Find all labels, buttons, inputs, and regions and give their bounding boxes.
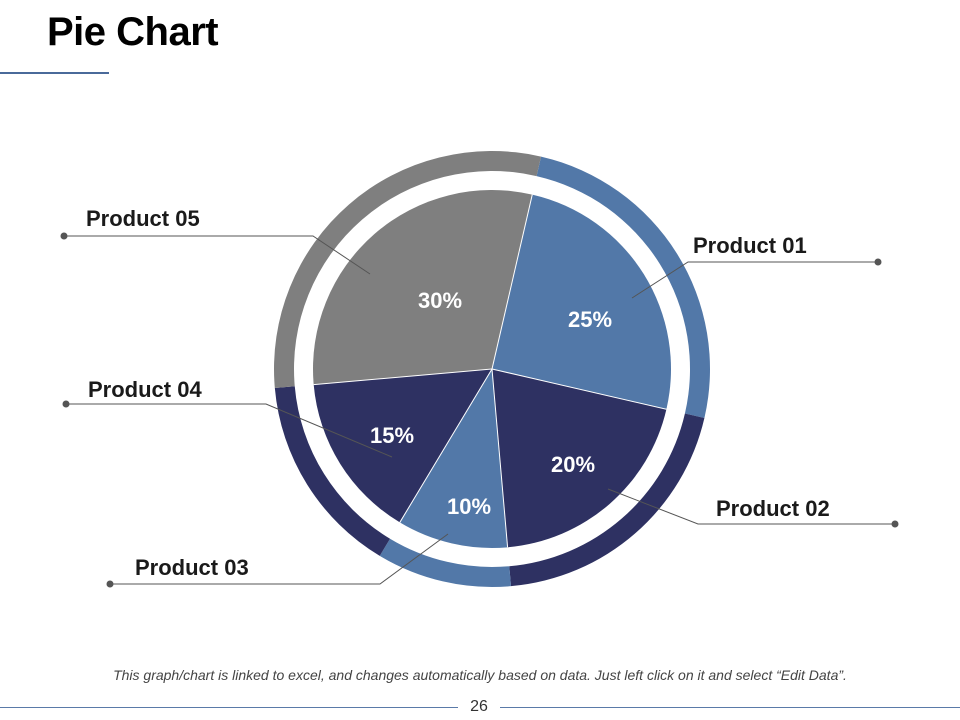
- leader-dot-product-04: [62, 400, 70, 408]
- leader-line-product-05: [64, 235, 371, 275]
- ring-segment-product-03: [379, 538, 511, 587]
- pie-slices: [313, 189, 671, 548]
- category-label-product-02: Product 02: [716, 496, 830, 521]
- pie-slice-product-02[interactable]: [492, 369, 667, 548]
- value-label-product-05: 30%: [418, 288, 462, 313]
- category-label-product-01: Product 01: [693, 233, 807, 258]
- percent-labels: 25% 20% 10% 15% 30%: [370, 288, 612, 519]
- title-underline: [0, 72, 109, 74]
- page-title: Pie Chart: [47, 10, 219, 54]
- value-label-product-02: 20%: [551, 452, 595, 477]
- leader-line-product-01: [631, 261, 878, 299]
- value-label-product-03: 10%: [447, 494, 491, 519]
- pie-slice-product-03[interactable]: [399, 369, 508, 548]
- ring-segment-product-04: [274, 386, 391, 556]
- leader-dot-product-03: [106, 580, 114, 588]
- slice-separator: [491, 368, 509, 548]
- callout-labels: Product 01 Product 02 Product 03 Product 04…: [86, 206, 830, 580]
- pie-slice-product-04[interactable]: [313, 369, 492, 523]
- page-number: 26: [470, 698, 488, 715]
- chart-footnote: This graph/chart is linked to excel, and…: [113, 667, 847, 683]
- footer-rule-right: [500, 707, 960, 708]
- leader-dot-product-05: [60, 232, 68, 240]
- pie-slice-product-05[interactable]: [313, 189, 533, 385]
- pie-slice-product-01[interactable]: [492, 194, 671, 410]
- leader-line-product-04: [66, 403, 393, 458]
- leader-lines: [60, 232, 899, 588]
- leader-dot-product-02: [891, 520, 899, 528]
- leader-line-product-02: [607, 488, 895, 525]
- leader-line-product-03: [110, 533, 449, 585]
- slice-separator: [399, 368, 493, 523]
- ring-segment-product-01: [536, 156, 710, 419]
- category-label-product-04: Product 04: [88, 377, 202, 402]
- category-label-product-03: Product 03: [135, 555, 249, 580]
- value-label-product-04: 15%: [370, 423, 414, 448]
- slice-separator: [313, 368, 493, 386]
- slice-separator: [491, 194, 533, 370]
- footer-rule-left: [0, 707, 458, 708]
- slice-separator: [491, 368, 667, 410]
- value-label-product-01: 25%: [568, 307, 612, 332]
- outer-ring: [274, 150, 710, 587]
- leader-dot-product-01: [874, 258, 882, 266]
- ring-segment-product-02: [509, 413, 705, 587]
- category-label-product-05: Product 05: [86, 206, 200, 231]
